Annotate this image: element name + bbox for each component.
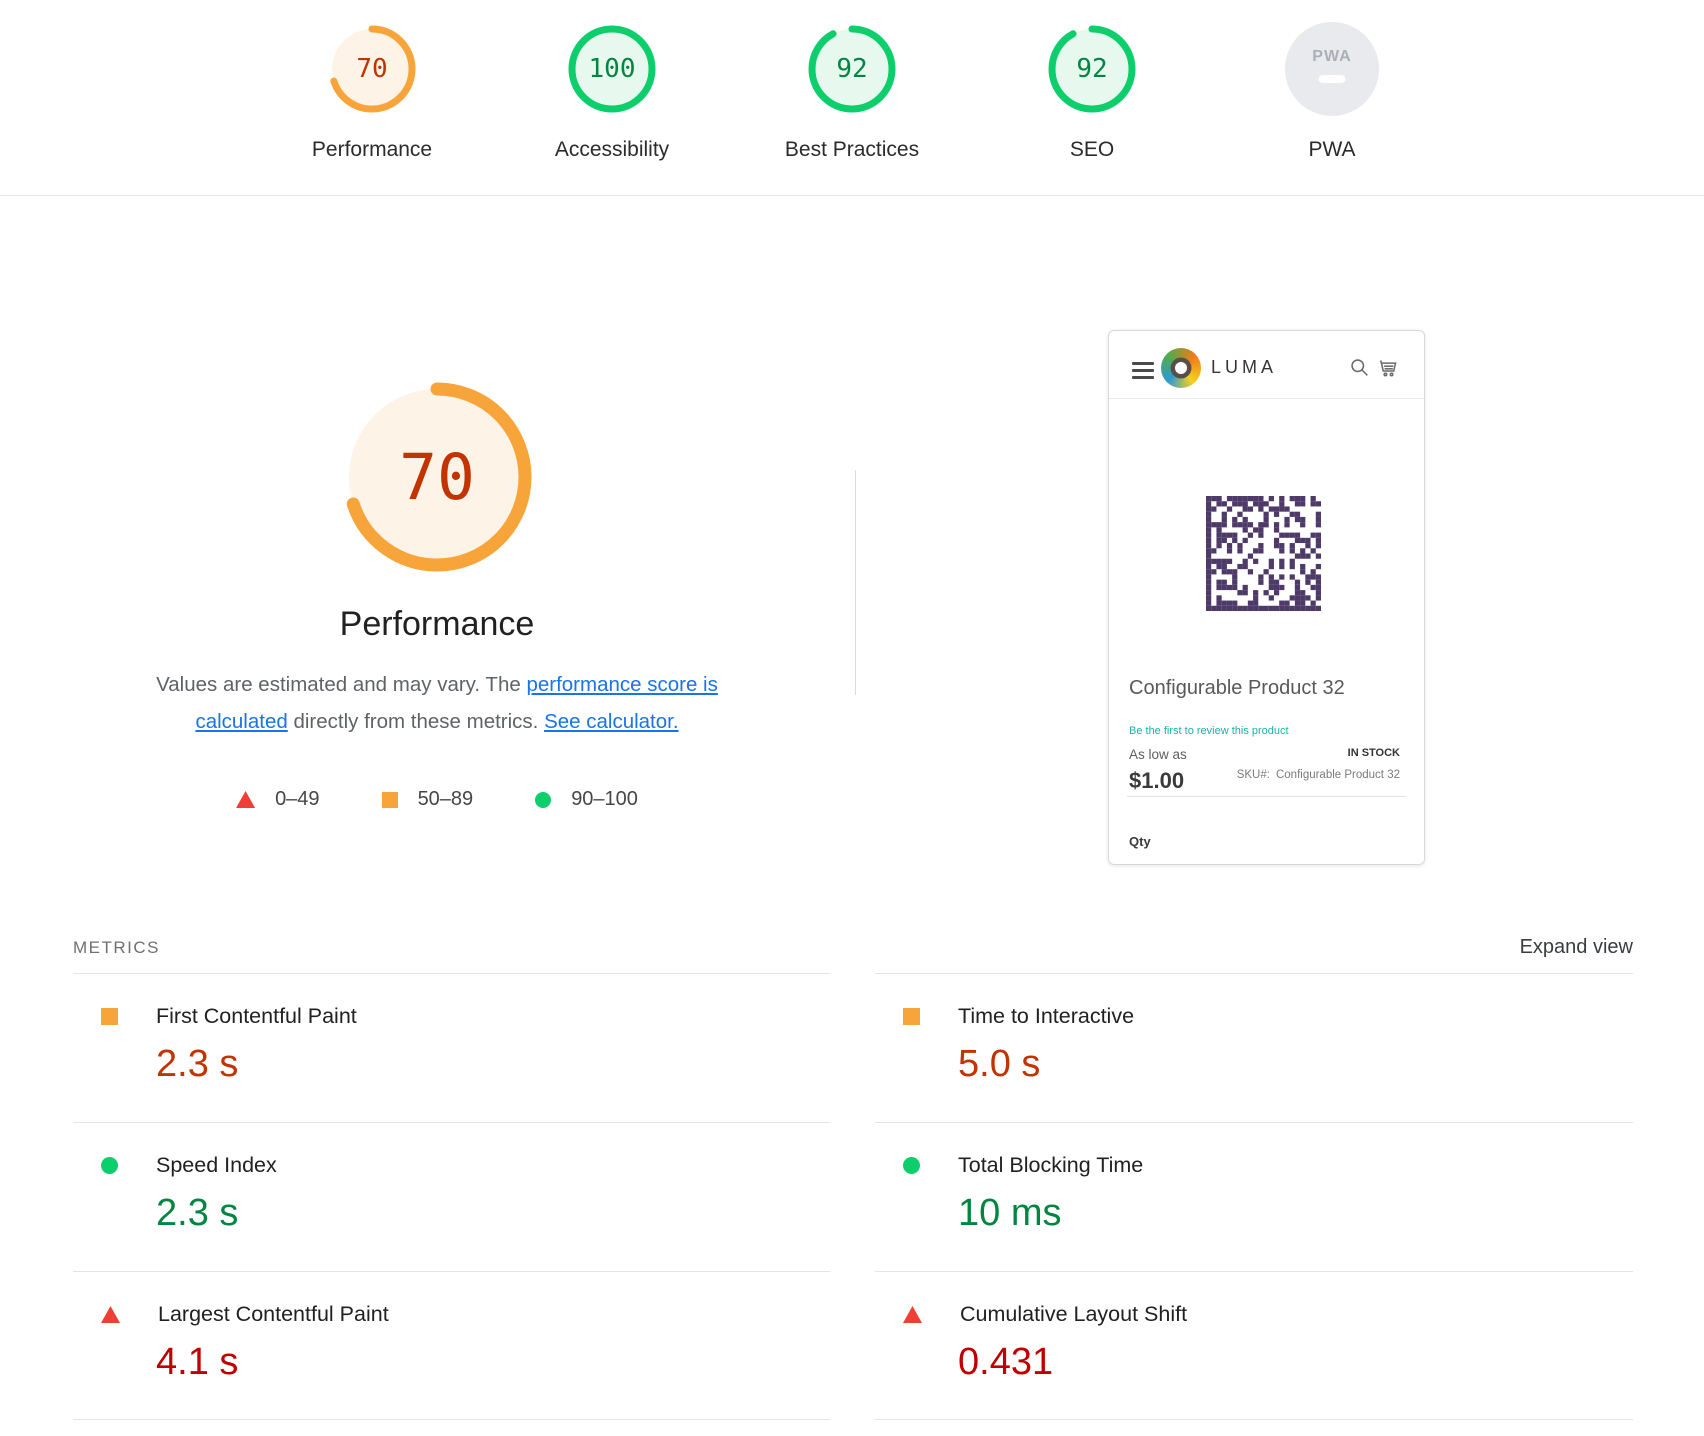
performance-gauge: 70 xyxy=(325,22,419,116)
description-text-2: directly from these metrics. xyxy=(287,710,545,733)
luma-logo-icon xyxy=(1161,348,1201,388)
seo-label: SEO xyxy=(1069,138,1115,161)
category-pwa[interactable]: PWA PWA xyxy=(1212,22,1452,162)
metric-value: 2.3 s xyxy=(156,1192,239,1234)
product-sku: SKU#: Configurable Product 32 xyxy=(1237,769,1400,781)
price-prefix: As low as xyxy=(1129,747,1187,762)
average-square-icon xyxy=(903,1008,920,1025)
pass-circle-icon xyxy=(903,1157,920,1174)
metric-total-blocking-time: Total Blocking Time 10 ms xyxy=(875,1122,1633,1271)
performance-big-gauge: 70 xyxy=(339,379,535,575)
metric-time-to-interactive: Time to Interactive 5.0 s xyxy=(875,973,1633,1122)
best-practices-label: Best Practices xyxy=(784,138,920,161)
seo-gauge: 92 xyxy=(1045,22,1139,116)
accessibility-gauge: 100 xyxy=(565,22,659,116)
seo-score: 92 xyxy=(1076,54,1108,84)
average-square-icon xyxy=(101,1008,118,1025)
category-seo[interactable]: 92 SEO xyxy=(972,22,1212,162)
metrics-section: METRICS Expand view First Contentful Pai… xyxy=(73,922,1633,1420)
page-title: Performance xyxy=(339,605,535,643)
sku-label: SKU#: xyxy=(1236,769,1270,781)
metric-value: 4.1 s xyxy=(156,1341,239,1383)
metric-value: 0.431 xyxy=(958,1341,1054,1383)
performance-score: 70 xyxy=(356,54,388,84)
best-practices-score: 92 xyxy=(836,54,868,84)
accessibility-label: Accessibility xyxy=(554,138,670,161)
card-divider xyxy=(1127,796,1406,797)
average-square-icon xyxy=(381,791,398,808)
stock-status: IN STOCK xyxy=(1347,747,1400,759)
fail-triangle-icon xyxy=(236,791,256,808)
gauge-arc-icon xyxy=(1048,25,1136,113)
fail-triangle-icon xyxy=(903,1306,922,1323)
performance-score-calculated-link[interactable]: performance score is calculated xyxy=(195,673,718,733)
metric-largest-contentful-paint: Largest Contentful Paint 4.1 s xyxy=(73,1271,830,1420)
product-qr-image xyxy=(1206,496,1321,611)
pwa-badge-text: PWA xyxy=(1312,48,1352,65)
metric-cumulative-layout-shift: Cumulative Layout Shift 0.431 xyxy=(875,1271,1633,1420)
performance-big-score: 70 xyxy=(399,440,475,514)
fail-triangle-icon xyxy=(101,1306,120,1323)
legend-item-pass: 90–100 xyxy=(535,788,638,811)
product-title: Configurable Product 32 xyxy=(1129,677,1345,699)
qty-label: Qty xyxy=(1129,834,1151,849)
metrics-header: METRICS Expand view xyxy=(73,922,1633,973)
legend-range-fail: 0–49 xyxy=(275,788,320,810)
performance-description: Values are estimated and may vary. The p… xyxy=(127,666,747,740)
metrics-grid: First Contentful Paint 2.3 s Time to Int… xyxy=(73,973,1633,1420)
legend-range-average: 50–89 xyxy=(417,788,474,810)
description-text-1: Values are estimated and may vary. The xyxy=(156,673,527,696)
screenshot-site-header: LUMA xyxy=(1109,331,1424,399)
legend-range-pass: 90–100 xyxy=(571,788,638,810)
metric-first-contentful-paint: First Contentful Paint 2.3 s xyxy=(73,973,830,1122)
see-calculator-link[interactable]: See calculator. xyxy=(544,710,679,733)
gauge-arc-icon xyxy=(808,25,896,113)
metric-value: 10 ms xyxy=(958,1192,1062,1234)
final-screenshot-thumbnail: LUMA Configurable Product 32 Be the firs… xyxy=(1108,330,1425,865)
legend-item-fail: 0–49 xyxy=(236,788,320,811)
menu-icon xyxy=(1132,362,1154,383)
column-divider xyxy=(855,470,856,695)
performance-label: Performance xyxy=(311,138,433,161)
expand-view-button[interactable]: Expand view xyxy=(1519,936,1633,958)
gauge-arc-icon xyxy=(568,25,656,113)
metric-value: 5.0 s xyxy=(958,1043,1041,1085)
metric-speed-index: Speed Index 2.3 s xyxy=(73,1122,830,1271)
pwa-dash-icon xyxy=(1318,75,1346,83)
category-best-practices[interactable]: 92 Best Practices xyxy=(732,22,972,162)
pass-circle-icon xyxy=(101,1157,118,1174)
luma-brand-text: LUMA xyxy=(1211,357,1278,377)
accessibility-score: 100 xyxy=(588,54,636,84)
product-price: $1.00 xyxy=(1129,768,1185,793)
gauge-arc-icon xyxy=(342,382,532,572)
search-icon xyxy=(1349,357,1370,378)
category-performance[interactable]: 70 Performance xyxy=(252,22,492,162)
pass-circle-icon xyxy=(535,791,552,808)
pwa-label: PWA xyxy=(1308,138,1356,161)
review-link: Be the first to review this product xyxy=(1129,725,1289,737)
pwa-badge-icon: PWA xyxy=(1285,22,1379,116)
gauges-row: 70 Performance 100 Accessibility xyxy=(0,0,1704,162)
best-practices-gauge: 92 xyxy=(805,22,899,116)
sku-value: Configurable Product 32 xyxy=(1275,769,1400,781)
legend-item-average: 50–89 xyxy=(381,788,474,811)
metric-value: 2.3 s xyxy=(156,1043,239,1085)
score-summary-band: 70 Performance 100 Accessibility xyxy=(0,0,1704,196)
score-legend: 0–49 50–89 90–100 xyxy=(97,788,777,811)
metrics-heading: METRICS xyxy=(73,937,160,957)
cart-icon xyxy=(1377,357,1400,378)
category-accessibility[interactable]: 100 Accessibility xyxy=(492,22,732,162)
gauge-arc-icon xyxy=(328,25,416,113)
